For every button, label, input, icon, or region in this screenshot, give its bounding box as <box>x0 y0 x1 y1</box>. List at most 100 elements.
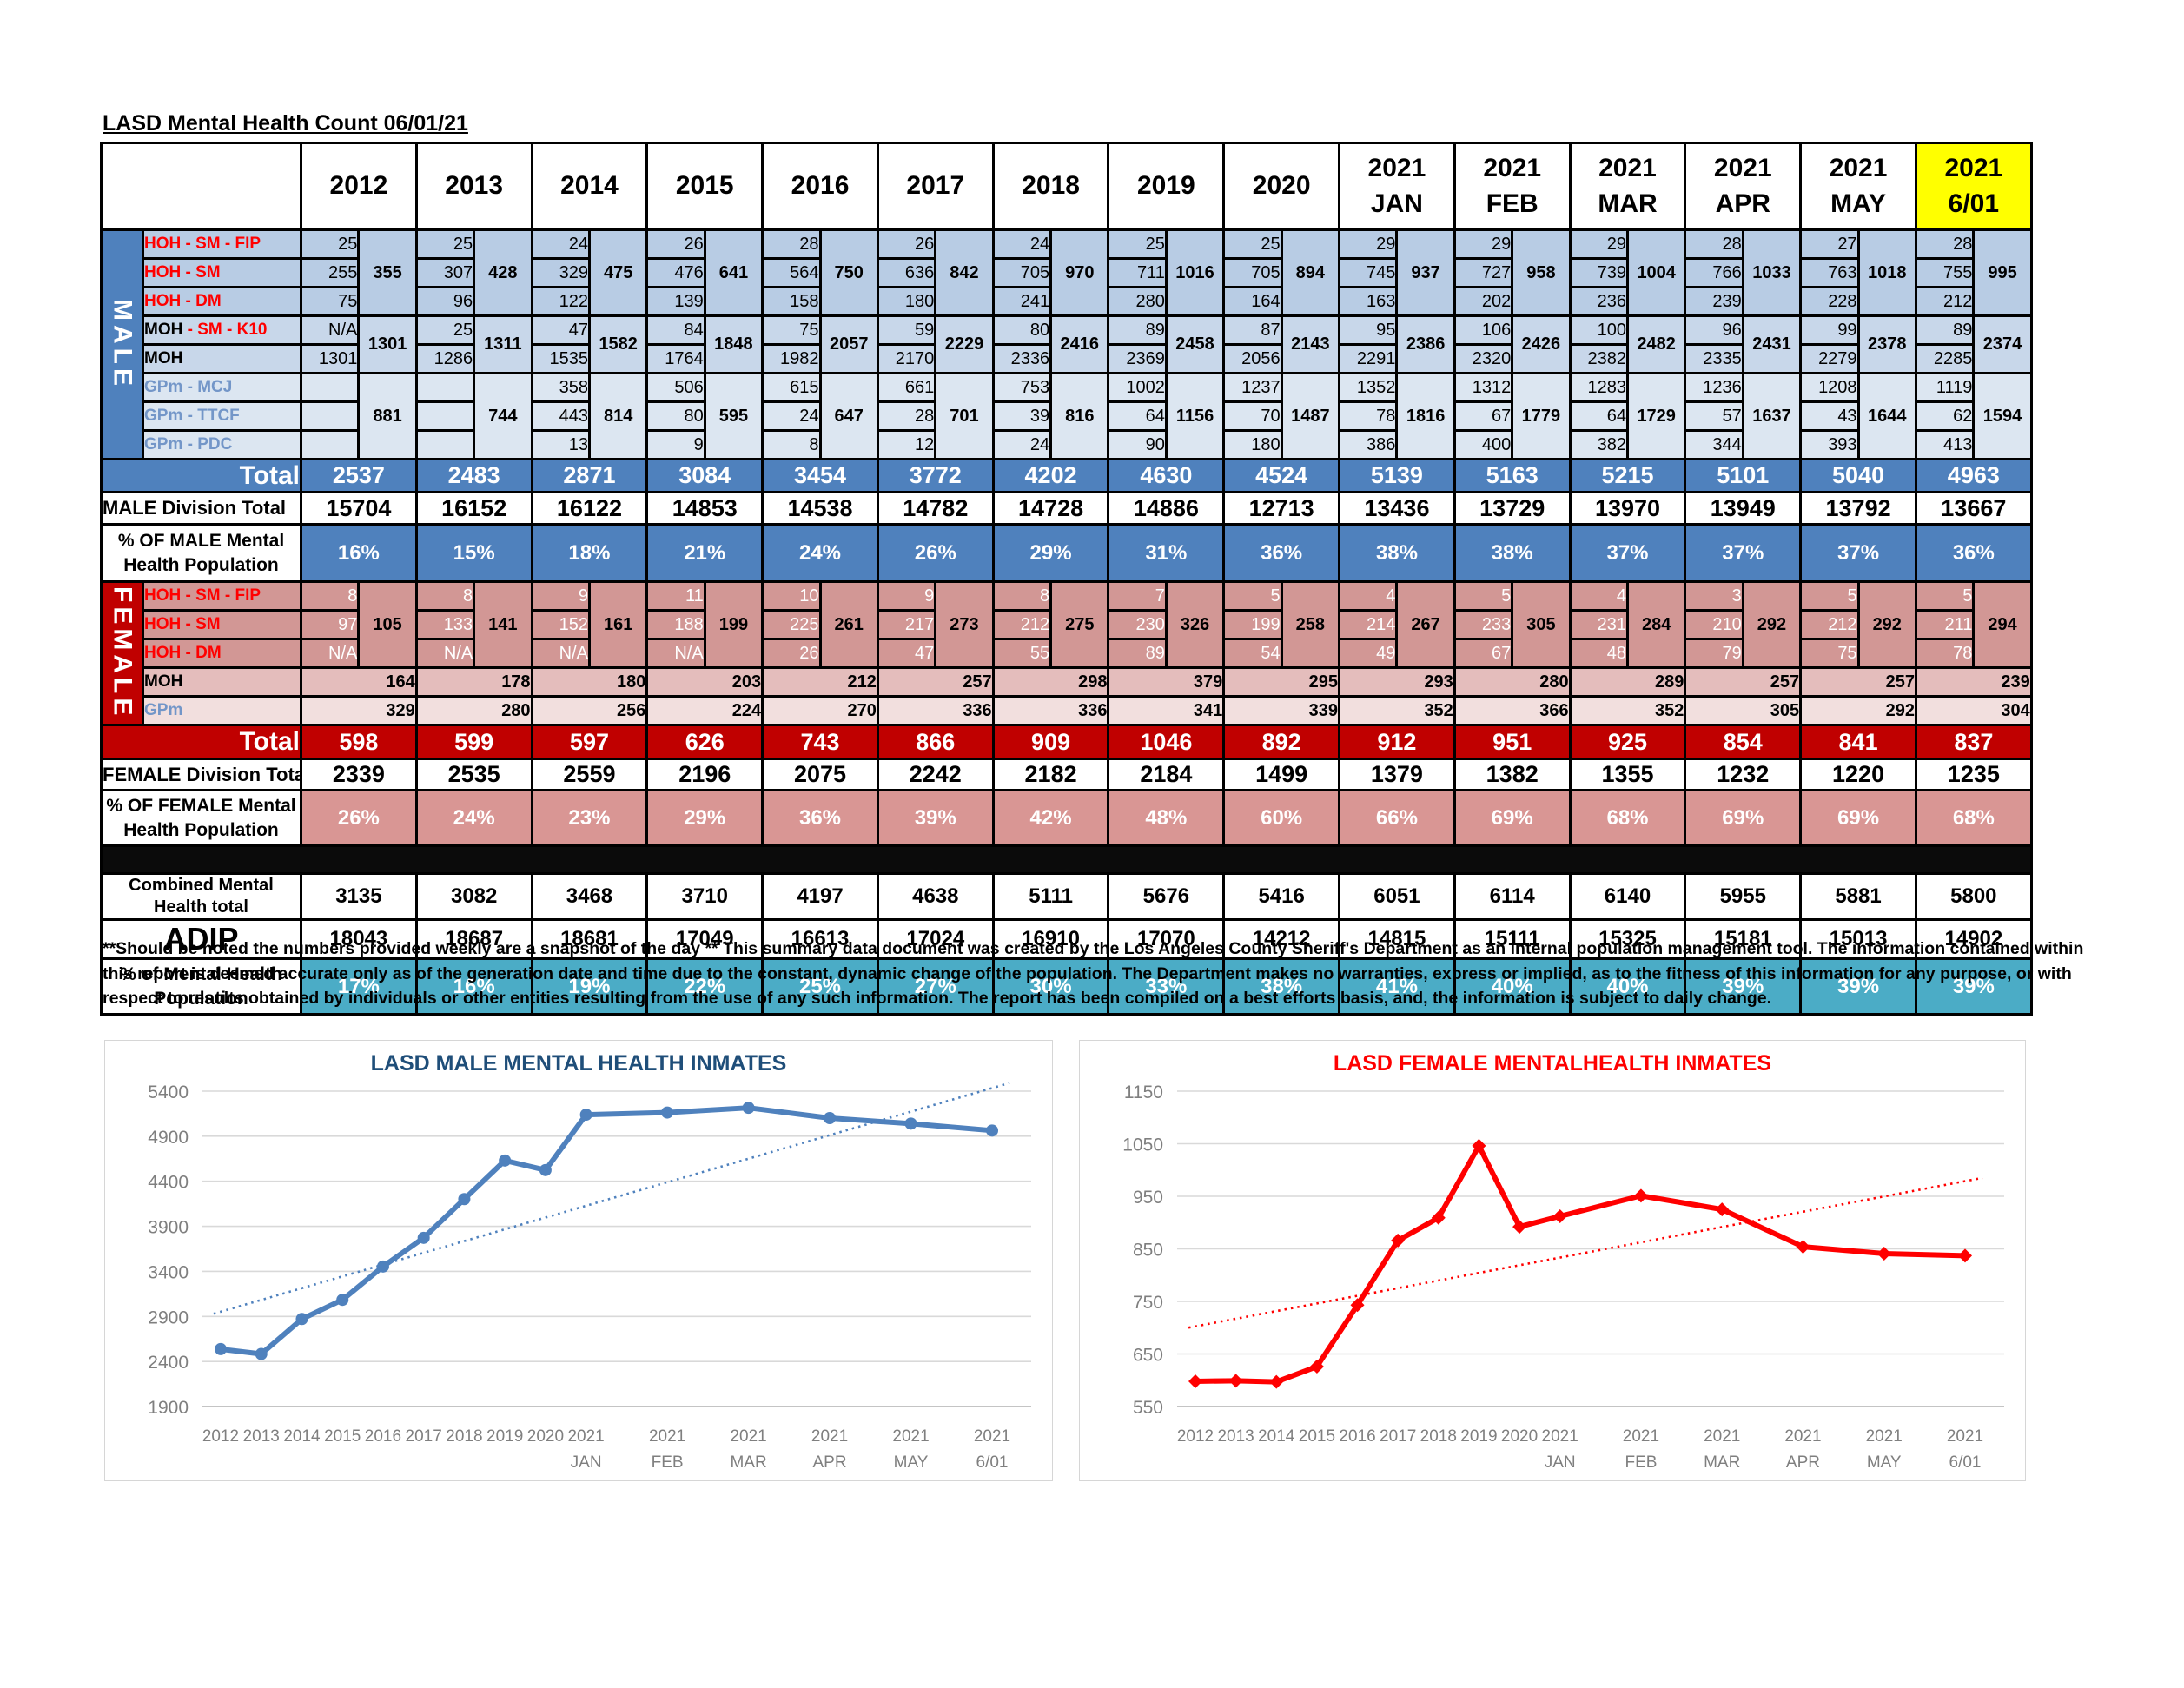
male-dm-value: 75 <box>299 286 361 317</box>
female-moh-value: 178 <box>414 666 533 698</box>
row-label-female-hoh-dm: HOH - DM <box>142 638 302 669</box>
female-moh-value: 257 <box>1799 666 1917 698</box>
female-total-value: 951 <box>1453 724 1572 760</box>
male-sm-value: 711 <box>1107 257 1168 288</box>
male-hoh-combined: 1033 <box>1741 228 1803 317</box>
male-pdc-value <box>299 429 361 460</box>
female-moh-value: 180 <box>530 666 649 698</box>
x-tick-sublabel: APR <box>813 1453 847 1472</box>
male-chart-title: LASD MALE MENTAL HEALTH INMATES <box>371 1051 787 1076</box>
male-moh-combined: 2378 <box>1856 314 1917 374</box>
female-pct-value: 39% <box>876 789 995 847</box>
male-moh-value: 2291 <box>1338 343 1399 374</box>
male-moh-value: 1764 <box>645 343 706 374</box>
combined-total-row: Combined Mental Health total 3135 3082 3468… <box>100 872 2033 921</box>
male-moh-combined: 2229 <box>934 314 995 374</box>
year-label: 2019 <box>1136 171 1195 201</box>
male-division-value: 14782 <box>876 491 995 526</box>
male-fip-value: 26 <box>645 228 706 260</box>
male-gpm-pdc-row: GPm - PDC 13 9 8 12 24 90 180 386 400 382 344 393 413 <box>102 429 2032 460</box>
male-gpm-combined: 1816 <box>1395 372 1456 460</box>
female-total-value: 599 <box>414 724 533 760</box>
female-pct-value: 29% <box>645 789 764 847</box>
female-hoh-combined: 267 <box>1395 580 1456 669</box>
male-moh-combined: 2482 <box>1625 314 1687 374</box>
data-point <box>1958 1248 1972 1263</box>
total-pct-value: 25% <box>761 957 879 1016</box>
female-hoh-combined: 292 <box>1741 580 1803 669</box>
x-tick-label: 2021 <box>1866 1427 1903 1446</box>
female-pct-value: 69% <box>1684 789 1803 847</box>
y-tick-label: 550 <box>1133 1398 1163 1418</box>
female-fip-value: 9 <box>530 580 591 612</box>
female-moh-value: 164 <box>300 666 418 698</box>
male-gpm-combined: 1594 <box>1972 372 2033 460</box>
female-division-label: FEMALE Division Total <box>100 758 302 791</box>
adip-value: 18687 <box>414 918 533 960</box>
male-section-label: MALE <box>100 228 144 460</box>
female-fip-value: 8 <box>299 580 361 612</box>
y-tick-label: 650 <box>1133 1346 1163 1366</box>
male-gpm-combined: 1487 <box>1280 372 1341 460</box>
row-label-male-gpm-ttcf: GPm - TTCF <box>142 400 302 432</box>
x-tick-label: 2013 <box>243 1427 280 1446</box>
female-moh-value: 203 <box>645 666 764 698</box>
male-ttcf-value: 28 <box>876 400 937 432</box>
male-mcj-value: 1002 <box>1107 372 1168 403</box>
female-sm-value: 210 <box>1684 609 1744 640</box>
male-dm-value: 241 <box>991 286 1053 317</box>
female-total-value: 626 <box>645 724 764 760</box>
male-dm-value: 280 <box>1107 286 1168 317</box>
data-point <box>1512 1220 1527 1235</box>
year-label: 2012 <box>329 171 388 201</box>
male-moh-value: 2382 <box>1568 343 1629 374</box>
female-total-value: 912 <box>1338 724 1456 760</box>
male-pct-value: 36% <box>1222 523 1341 583</box>
male-ttcf-value: 43 <box>1799 400 1860 432</box>
combined-total-value: 5111 <box>991 872 1110 921</box>
x-tick-sublabel: MAY <box>894 1453 929 1472</box>
male-dm-value: 96 <box>414 286 476 317</box>
x-tick-label: 2021 <box>1784 1427 1821 1446</box>
year-header: 2021 MAR <box>1568 142 1687 231</box>
male-hoh-combined: 842 <box>934 228 995 317</box>
male-ttcf-value: 78 <box>1338 400 1399 432</box>
female-vertical-text: FEMALE <box>108 586 137 720</box>
year-label: 2021 <box>1483 154 1542 182</box>
adip-value: 15013 <box>1799 918 1917 960</box>
female-division-value: 2182 <box>991 758 1110 791</box>
male-moh-row: MOH 1301 1286 1535 1764 1982 2170 2336 2369 2056 2… <box>102 343 2032 374</box>
male-gpm-combined: 744 <box>473 372 533 460</box>
male-moh-value: 2279 <box>1799 343 1860 374</box>
female-gpm-value: 329 <box>300 695 418 726</box>
male-hoh-dm-row: HOH - DM 75 96 122 139 158 180 241 280 164 163 202 2… <box>102 286 2032 317</box>
x-tick-label: 2018 <box>446 1427 482 1446</box>
data-point <box>255 1347 268 1360</box>
row-label-female-gpm: GPm <box>142 695 302 726</box>
female-hoh-combined: 326 <box>1164 580 1226 669</box>
female-hoh-sm-row: HOH - SM 97 133 152 188 225 217 212 230 199 214 233… <box>102 609 2032 640</box>
combined-total-value: 5800 <box>1914 872 2033 921</box>
male-sm-value: 739 <box>1568 257 1629 288</box>
female-section-label: FEMALE <box>100 580 144 726</box>
male-moh-value: 1535 <box>530 343 591 374</box>
year-sublabel: JAN <box>1370 189 1423 218</box>
combined-total-value: 6140 <box>1568 872 1687 921</box>
male-mcj-value <box>414 372 476 403</box>
female-sm-value: 199 <box>1222 609 1283 640</box>
female-hoh-combined: 199 <box>703 580 764 669</box>
y-tick-label: 3900 <box>148 1218 189 1238</box>
x-tick-label: 2021 <box>1542 1427 1578 1446</box>
adip-value: 17070 <box>1107 918 1226 960</box>
total-pct-value: 39% <box>1799 957 1917 1016</box>
female-fip-value: 4 <box>1338 580 1399 612</box>
male-ttcf-value: 39 <box>991 400 1053 432</box>
male-ttcf-value: 24 <box>761 400 822 432</box>
female-dm-value: 49 <box>1338 638 1399 669</box>
male-hoh-combined: 958 <box>1511 228 1572 317</box>
female-division-value: 2242 <box>876 758 995 791</box>
male-k10-value: 99 <box>1799 314 1860 346</box>
x-tick-label: 2021 <box>649 1427 685 1446</box>
male-moh-value: 1286 <box>414 343 476 374</box>
